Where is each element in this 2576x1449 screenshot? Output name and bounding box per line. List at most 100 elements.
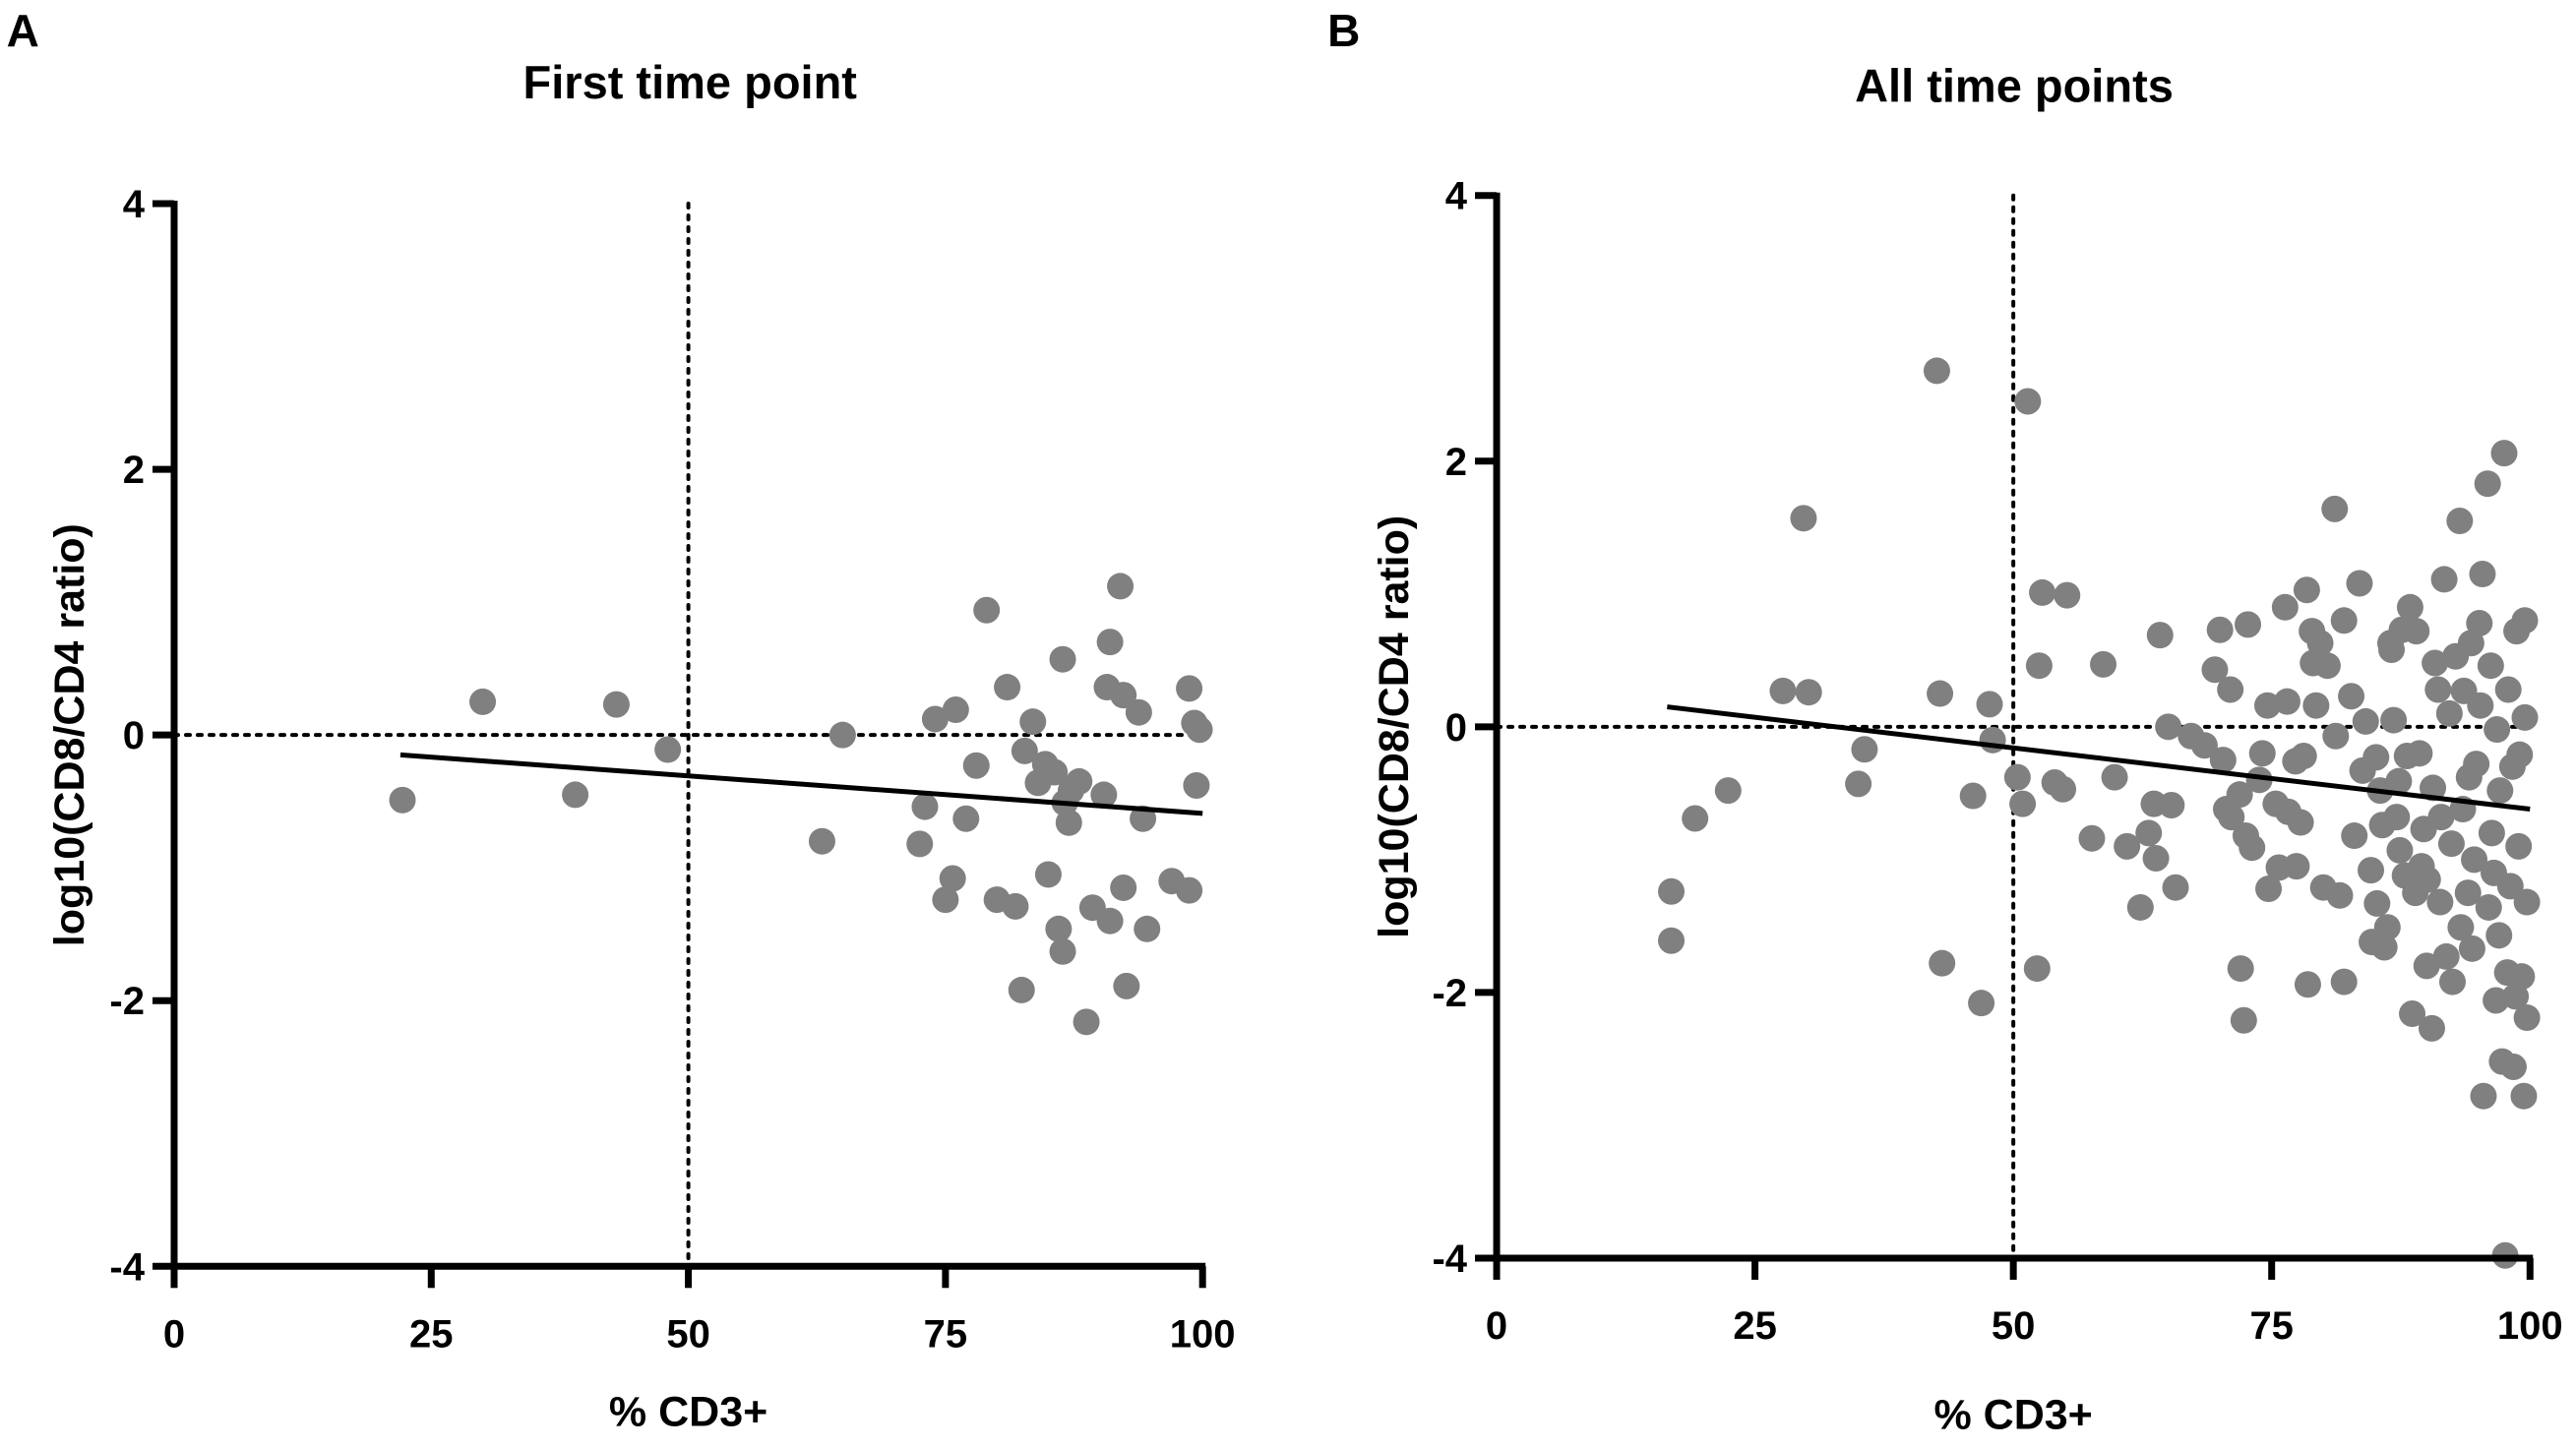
data-point (2513, 888, 2541, 916)
data-point (2477, 652, 2504, 680)
data-point (2235, 611, 2262, 638)
data-point (2346, 570, 2373, 597)
y-tick-label: 4 (123, 183, 146, 226)
data-point (1011, 737, 1038, 764)
data-point (2338, 683, 2365, 710)
regression-line (399, 752, 1203, 816)
data-point (1055, 809, 1082, 836)
data-point (2458, 935, 2485, 962)
data-point (2406, 740, 2433, 767)
data-point (2290, 743, 2317, 770)
data-point (1769, 677, 1797, 704)
panel-label: B (1327, 5, 1360, 56)
data-point (2135, 819, 2163, 847)
data-point (1979, 726, 2006, 754)
data-point (1176, 876, 1203, 904)
y-tick-label: -4 (1432, 1238, 1467, 1281)
data-point (2506, 741, 2534, 768)
data-point (973, 596, 1001, 624)
data-point (808, 827, 835, 855)
data-point (1096, 907, 1124, 935)
data-point (2003, 763, 2031, 791)
data-point (1034, 861, 1062, 888)
data-point (2306, 630, 2334, 657)
data-point (1002, 892, 1029, 920)
data-point (2494, 676, 2522, 703)
data-point (2435, 699, 2463, 727)
data-point (1682, 805, 1709, 832)
data-point (469, 688, 497, 715)
data-point (2396, 593, 2423, 621)
data-point (2399, 999, 2426, 1027)
data-point (1795, 679, 1822, 706)
x-tick-label: 75 (924, 1312, 968, 1356)
data-point (2511, 607, 2539, 634)
data-point (2461, 846, 2488, 874)
data-point (2467, 692, 2494, 719)
data-point (1968, 990, 1995, 1017)
data-point (1110, 682, 1137, 709)
y-tick-label: 0 (123, 714, 145, 757)
data-point (2447, 914, 2475, 941)
data-point (2226, 781, 2253, 809)
data-point (1658, 877, 1686, 905)
data-point (2294, 971, 2321, 998)
data-point (2470, 1082, 2497, 1110)
data-point (2245, 766, 2273, 794)
data-point (1714, 777, 1742, 805)
data-point (2475, 893, 2502, 921)
data-point (2230, 1006, 2257, 1034)
data-point (2363, 889, 2391, 917)
data-point (1845, 770, 1872, 798)
data-point (1927, 680, 1954, 707)
x-tick-label: 25 (409, 1312, 454, 1356)
data-point (2227, 955, 2254, 983)
data-point (2378, 635, 2406, 663)
x-tick-label: 100 (2497, 1304, 2563, 1348)
data-point (2358, 857, 2385, 884)
data-point (2209, 747, 2237, 774)
chart-title: All time points (1855, 60, 2174, 112)
data-point (2190, 732, 2218, 759)
x-tick-label: 50 (666, 1312, 710, 1356)
data-point (2023, 955, 2051, 983)
data-point (2206, 616, 2234, 643)
data-point (2446, 508, 2474, 535)
data-point (828, 721, 856, 749)
data-point (1045, 915, 1073, 942)
data-point (2341, 822, 2368, 850)
data-point (911, 793, 939, 820)
data-point (1110, 874, 1137, 901)
data-point (2383, 804, 2411, 831)
y-axis-label: log10(CD8/CD4 ratio) (46, 523, 93, 946)
data-point (1658, 927, 1686, 954)
y-tick-label: -2 (109, 980, 145, 1023)
data-point (2422, 649, 2449, 677)
data-point (1929, 949, 1956, 977)
data-point (1049, 645, 1076, 673)
data-point (2155, 713, 2182, 741)
data-point (2414, 866, 2441, 893)
data-point (389, 786, 416, 814)
y-tick-label: -2 (1432, 972, 1467, 1015)
x-tick-label: 0 (163, 1312, 185, 1356)
data-point (2502, 983, 2530, 1010)
panel-b: B All time points log10(CD8/CD4 ratio) % CD… (1327, 5, 2563, 1439)
data-point (2424, 676, 2452, 703)
data-point (952, 805, 980, 832)
data-point (2029, 578, 2056, 606)
y-tick-label: -4 (109, 1245, 145, 1289)
data-point (1107, 573, 1135, 600)
data-point (1096, 629, 1124, 656)
data-point (1851, 736, 1878, 763)
data-point (2437, 830, 2465, 858)
data-point (2025, 652, 2053, 680)
data-point (2162, 874, 2189, 901)
data-point (1073, 1008, 1100, 1036)
data-point (2484, 716, 2511, 744)
data-point (2090, 650, 2117, 678)
data-point (1134, 915, 1161, 942)
data-point (2403, 618, 2430, 645)
data-point (2014, 388, 2042, 415)
